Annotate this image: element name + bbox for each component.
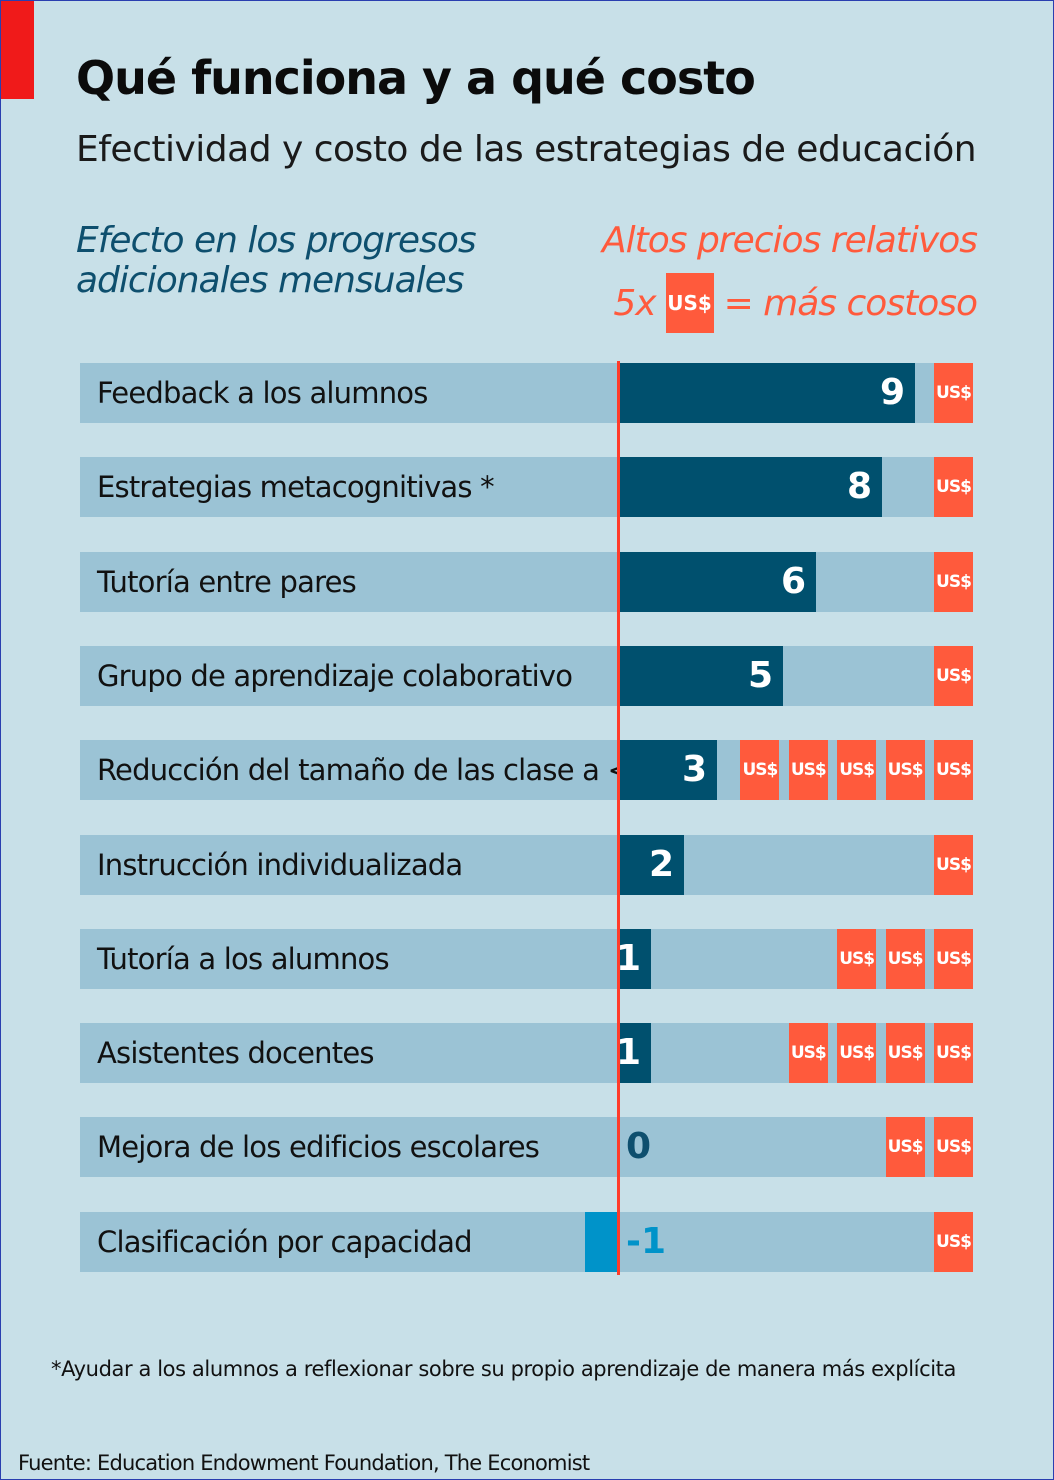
value-label: 6	[780, 561, 806, 602]
cost-marker: US$	[885, 1023, 925, 1083]
bar-track	[80, 1212, 973, 1272]
bar-track	[80, 646, 973, 706]
cost-marker: US$	[934, 835, 973, 895]
category-label: Feedback a los alumnos	[97, 376, 428, 410]
effect-bar	[618, 363, 915, 423]
cost-marker: US$	[885, 740, 925, 800]
cost-heading: Altos precios relativos	[601, 220, 978, 261]
cost-marker: US$	[934, 646, 973, 706]
chart-subtitle: Efectividad y costo de las estrategias d…	[76, 129, 977, 170]
effect-bar	[618, 835, 684, 895]
bar-track	[80, 835, 973, 895]
category-label: Asistentes docentes	[97, 1036, 374, 1070]
value-label: 1	[615, 938, 641, 979]
cost-marker: US$	[934, 740, 973, 800]
value-label: -1	[626, 1221, 666, 1262]
cost-legend-box: US$	[665, 273, 714, 333]
effect-bar	[618, 740, 717, 800]
chart-title: Qué funciona y a qué costo	[76, 51, 756, 105]
brand-tag	[1, 1, 34, 99]
effect-bar	[618, 457, 882, 517]
bar-track	[80, 929, 973, 989]
category-label: Estrategias metacognitivas *	[97, 470, 495, 504]
cost-marker: US$	[934, 363, 973, 423]
cost-marker: US$	[934, 1212, 973, 1272]
source: Fuente: Education Endowment Foundation, …	[18, 1451, 590, 1475]
value-label: 8	[846, 466, 872, 507]
value-label: 9	[879, 372, 905, 413]
value-label: 2	[648, 844, 674, 885]
value-label: 5	[747, 655, 773, 696]
category-label: Grupo de aprendizaje colaborativo	[97, 659, 573, 693]
effect-bar	[585, 1212, 618, 1272]
category-label: Tutoría a los alumnos	[97, 942, 390, 976]
category-label: Tutoría entre pares	[97, 565, 357, 599]
effect-bar	[618, 929, 651, 989]
cost-legend-suffix: = más costoso	[723, 282, 978, 324]
footnote: *Ayudar a los alumnos a reflexionar sobr…	[51, 1357, 956, 1381]
bar-track	[80, 552, 973, 612]
effect-bar	[618, 1023, 651, 1083]
bar-track	[80, 1117, 973, 1177]
value-label: 3	[681, 749, 707, 790]
cost-marker: US$	[934, 1023, 973, 1083]
effect-bar	[618, 646, 783, 706]
cost-marker: US$	[837, 1023, 877, 1083]
effect-heading-line1: Efecto en los progresos	[76, 220, 477, 261]
effect-heading-line2: adicionales mensuales	[76, 260, 465, 301]
cost-marker: US$	[934, 552, 973, 612]
effect-heading: Efecto en los progresos adicionales mens…	[76, 220, 477, 301]
value-label: 0	[626, 1126, 652, 1167]
cost-marker: US$	[788, 740, 828, 800]
cost-legend: 5x US$ = más costoso	[613, 273, 978, 333]
cost-marker: US$	[885, 929, 925, 989]
value-label: 1	[615, 1032, 641, 1073]
category-label: Clasificación por capacidad	[97, 1225, 473, 1259]
category-label: Instrucción individualizada	[97, 848, 463, 882]
cost-marker: US$	[837, 929, 877, 989]
cost-marker: US$	[934, 457, 973, 517]
category-label: Reducción del tamaño de las clase a < 20	[97, 753, 676, 787]
cost-marker: US$	[740, 740, 780, 800]
cost-marker: US$	[934, 929, 973, 989]
cost-marker: US$	[788, 1023, 828, 1083]
cost-legend-prefix: 5x	[613, 282, 656, 324]
cost-marker: US$	[837, 740, 877, 800]
cost-marker: US$	[934, 1117, 973, 1177]
cost-marker: US$	[885, 1117, 925, 1177]
zero-line	[617, 361, 620, 1275]
effect-bar	[618, 552, 816, 612]
category-label: Mejora de los edificios escolares	[97, 1130, 540, 1164]
